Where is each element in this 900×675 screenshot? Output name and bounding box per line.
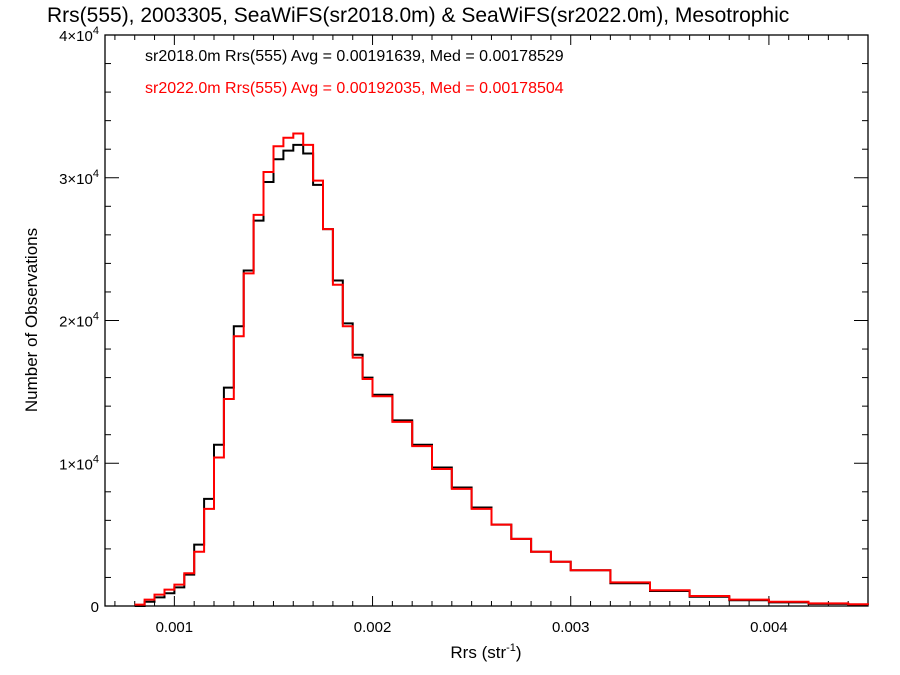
y-tick-exponent: 4 [93,311,99,323]
series-line [134,132,869,606]
x-tick-label: 0.003 [552,619,590,636]
x-tick-label: 0.004 [750,619,788,636]
y-tick-label: 3×104 [59,168,99,188]
series-sr2018.0m [134,143,869,607]
y-tick-exponent: 4 [93,25,99,37]
series-sr2022.0m [134,132,869,606]
y-tick-exponent: 4 [93,453,99,465]
y-tick-mantissa: 3×10 [59,171,93,188]
y-tick-label: 2×104 [59,311,99,331]
y-tick-label: 1×104 [59,453,99,473]
x-tick-label: 0.002 [354,619,392,636]
y-tick-label: 4×104 [59,25,99,45]
y-tick-mantissa: 1×10 [59,456,93,473]
annotation-sr2022: sr2022.0m Rrs(555) Avg = 0.00192035, Med… [145,80,564,97]
plot-frame [104,34,869,607]
chart-title: Rrs(555), 2003305, SeaWiFS(sr2018.0m) & … [47,4,789,27]
y-tick-mantissa: 4×10 [59,28,93,45]
series-line [134,143,869,607]
y-tick-mantissa: 2×10 [59,314,93,331]
annotation-sr2018: sr2018.0m Rrs(555) Avg = 0.00191639, Med… [145,48,564,65]
y-tick-label: 0 [91,599,99,616]
x-tick-label: 0.001 [156,619,194,636]
y-tick-exponent: 4 [93,168,99,180]
y-axis-label: Number of Observations [22,228,41,412]
x-axis-label: Rrs (str-1) [450,642,521,662]
series-layer [134,132,869,607]
x-ticks: 0.001 0.002 0.003 0.004 [114,35,869,636]
